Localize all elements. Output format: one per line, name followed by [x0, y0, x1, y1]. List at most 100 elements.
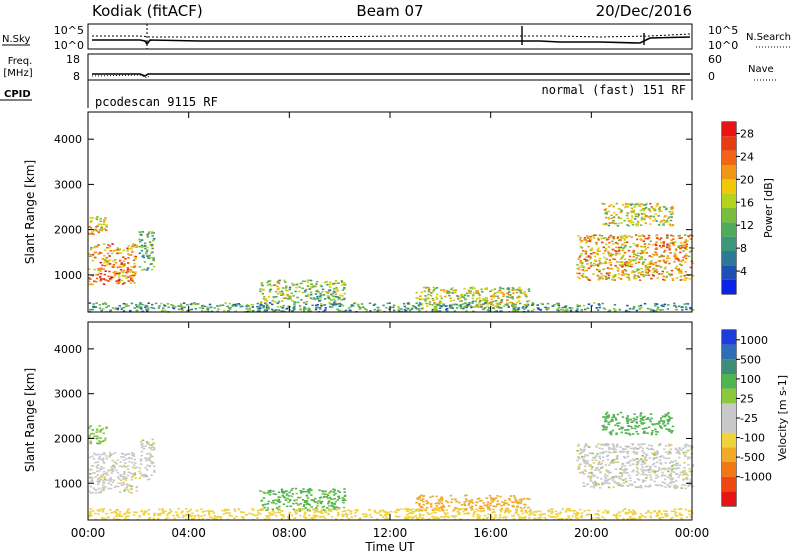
velocity-cell — [564, 511, 568, 513]
velocity-cell — [536, 518, 539, 521]
velocity-cell — [491, 501, 494, 503]
power-cell — [228, 308, 232, 310]
power-cell — [609, 235, 613, 237]
velocity-cell — [263, 518, 267, 521]
power-cell — [586, 235, 589, 237]
velocity-cell — [473, 511, 476, 514]
velocity-cell — [152, 447, 156, 449]
velocity-cell — [124, 512, 127, 515]
velocity-cell — [89, 480, 93, 483]
power-cell — [582, 266, 585, 268]
power-cell — [671, 224, 675, 226]
power-cell — [684, 306, 688, 308]
velocity-cell — [150, 449, 154, 451]
velocity-cell — [684, 473, 688, 475]
velocity-cell — [110, 467, 113, 469]
velocity-cell — [418, 504, 421, 507]
power-cell — [298, 286, 301, 288]
velocity-cell — [113, 466, 116, 469]
power-cell — [684, 261, 687, 263]
velocity-cell — [554, 516, 557, 519]
velocity-cell — [658, 511, 661, 513]
power-cell — [541, 303, 544, 305]
power-cell — [146, 269, 149, 271]
velocity-cell — [681, 474, 685, 476]
velocity-cell — [664, 478, 667, 481]
velocity-cell — [673, 486, 676, 488]
velocity-cell — [120, 482, 123, 485]
power-cell — [100, 223, 103, 226]
power-cell — [291, 299, 294, 302]
power-cell — [400, 308, 403, 310]
velocity-cell — [618, 422, 621, 424]
power-cell — [597, 237, 600, 240]
velocity-cell — [455, 500, 459, 503]
power-cell — [615, 213, 618, 216]
power-cell — [98, 307, 102, 309]
power-cell — [663, 216, 666, 218]
power-cell — [625, 214, 629, 217]
power-cell — [239, 306, 242, 308]
power-cell — [593, 255, 597, 258]
velocity-cell — [515, 500, 519, 503]
power-cell — [611, 275, 615, 278]
power-cell — [526, 303, 530, 306]
power-cell — [464, 302, 467, 304]
velocity-cell — [431, 495, 434, 498]
velocity-cell — [669, 477, 672, 480]
velocity-cell — [105, 455, 108, 457]
power-cell — [668, 249, 671, 251]
power-cell — [531, 302, 534, 304]
power-cell — [655, 271, 658, 273]
velocity-cell — [341, 510, 345, 513]
power-cell — [297, 301, 300, 303]
velocity-cell — [109, 454, 112, 456]
power-cell — [460, 294, 463, 296]
power-cell — [341, 284, 344, 286]
velocity-cell — [667, 415, 671, 418]
power-cell — [611, 240, 614, 243]
velocity-cell — [583, 469, 586, 471]
velocity-cell — [140, 474, 143, 477]
velocity-cell — [295, 499, 298, 501]
power-cell — [88, 302, 92, 304]
power-cell — [344, 283, 347, 286]
velocity-cell — [149, 454, 152, 456]
velocity-cell — [368, 508, 371, 511]
velocity-cell — [499, 495, 502, 498]
power-cell — [584, 252, 587, 254]
velocity-cell — [326, 494, 330, 496]
velocity-cell — [653, 472, 657, 474]
power-cell — [321, 288, 325, 291]
power-cell — [604, 208, 608, 210]
power-cell — [685, 302, 689, 305]
power-cell — [266, 284, 270, 287]
velocity-cell — [659, 518, 662, 521]
velocity-cell — [514, 499, 517, 502]
velocity-cell — [639, 412, 643, 414]
velocity-cell — [286, 497, 289, 500]
power-cell — [92, 306, 95, 308]
power-cell — [330, 303, 334, 306]
power-cell — [619, 258, 623, 260]
power-cell — [95, 245, 98, 247]
power-cell — [98, 229, 102, 231]
velocity-cell — [451, 498, 454, 501]
velocity-cell — [604, 420, 608, 422]
power-cell — [490, 298, 493, 301]
velocity-cell — [97, 478, 100, 481]
velocity-cell — [492, 505, 495, 507]
velocity-cell — [492, 517, 496, 520]
velocity-cell — [575, 516, 578, 519]
velocity-cell — [588, 452, 592, 455]
power-cell — [579, 239, 582, 241]
velocity-cell — [329, 498, 333, 500]
velocity-cell — [567, 515, 570, 517]
power-cbar-tick-label: 28 — [740, 127, 754, 140]
velocity-cell — [279, 496, 282, 499]
velocity-cell — [661, 420, 664, 422]
velocity-cell — [107, 482, 110, 484]
power-cell — [648, 261, 651, 264]
power-cell — [666, 255, 670, 257]
station-title: Kodiak (fitACF) — [92, 2, 203, 20]
